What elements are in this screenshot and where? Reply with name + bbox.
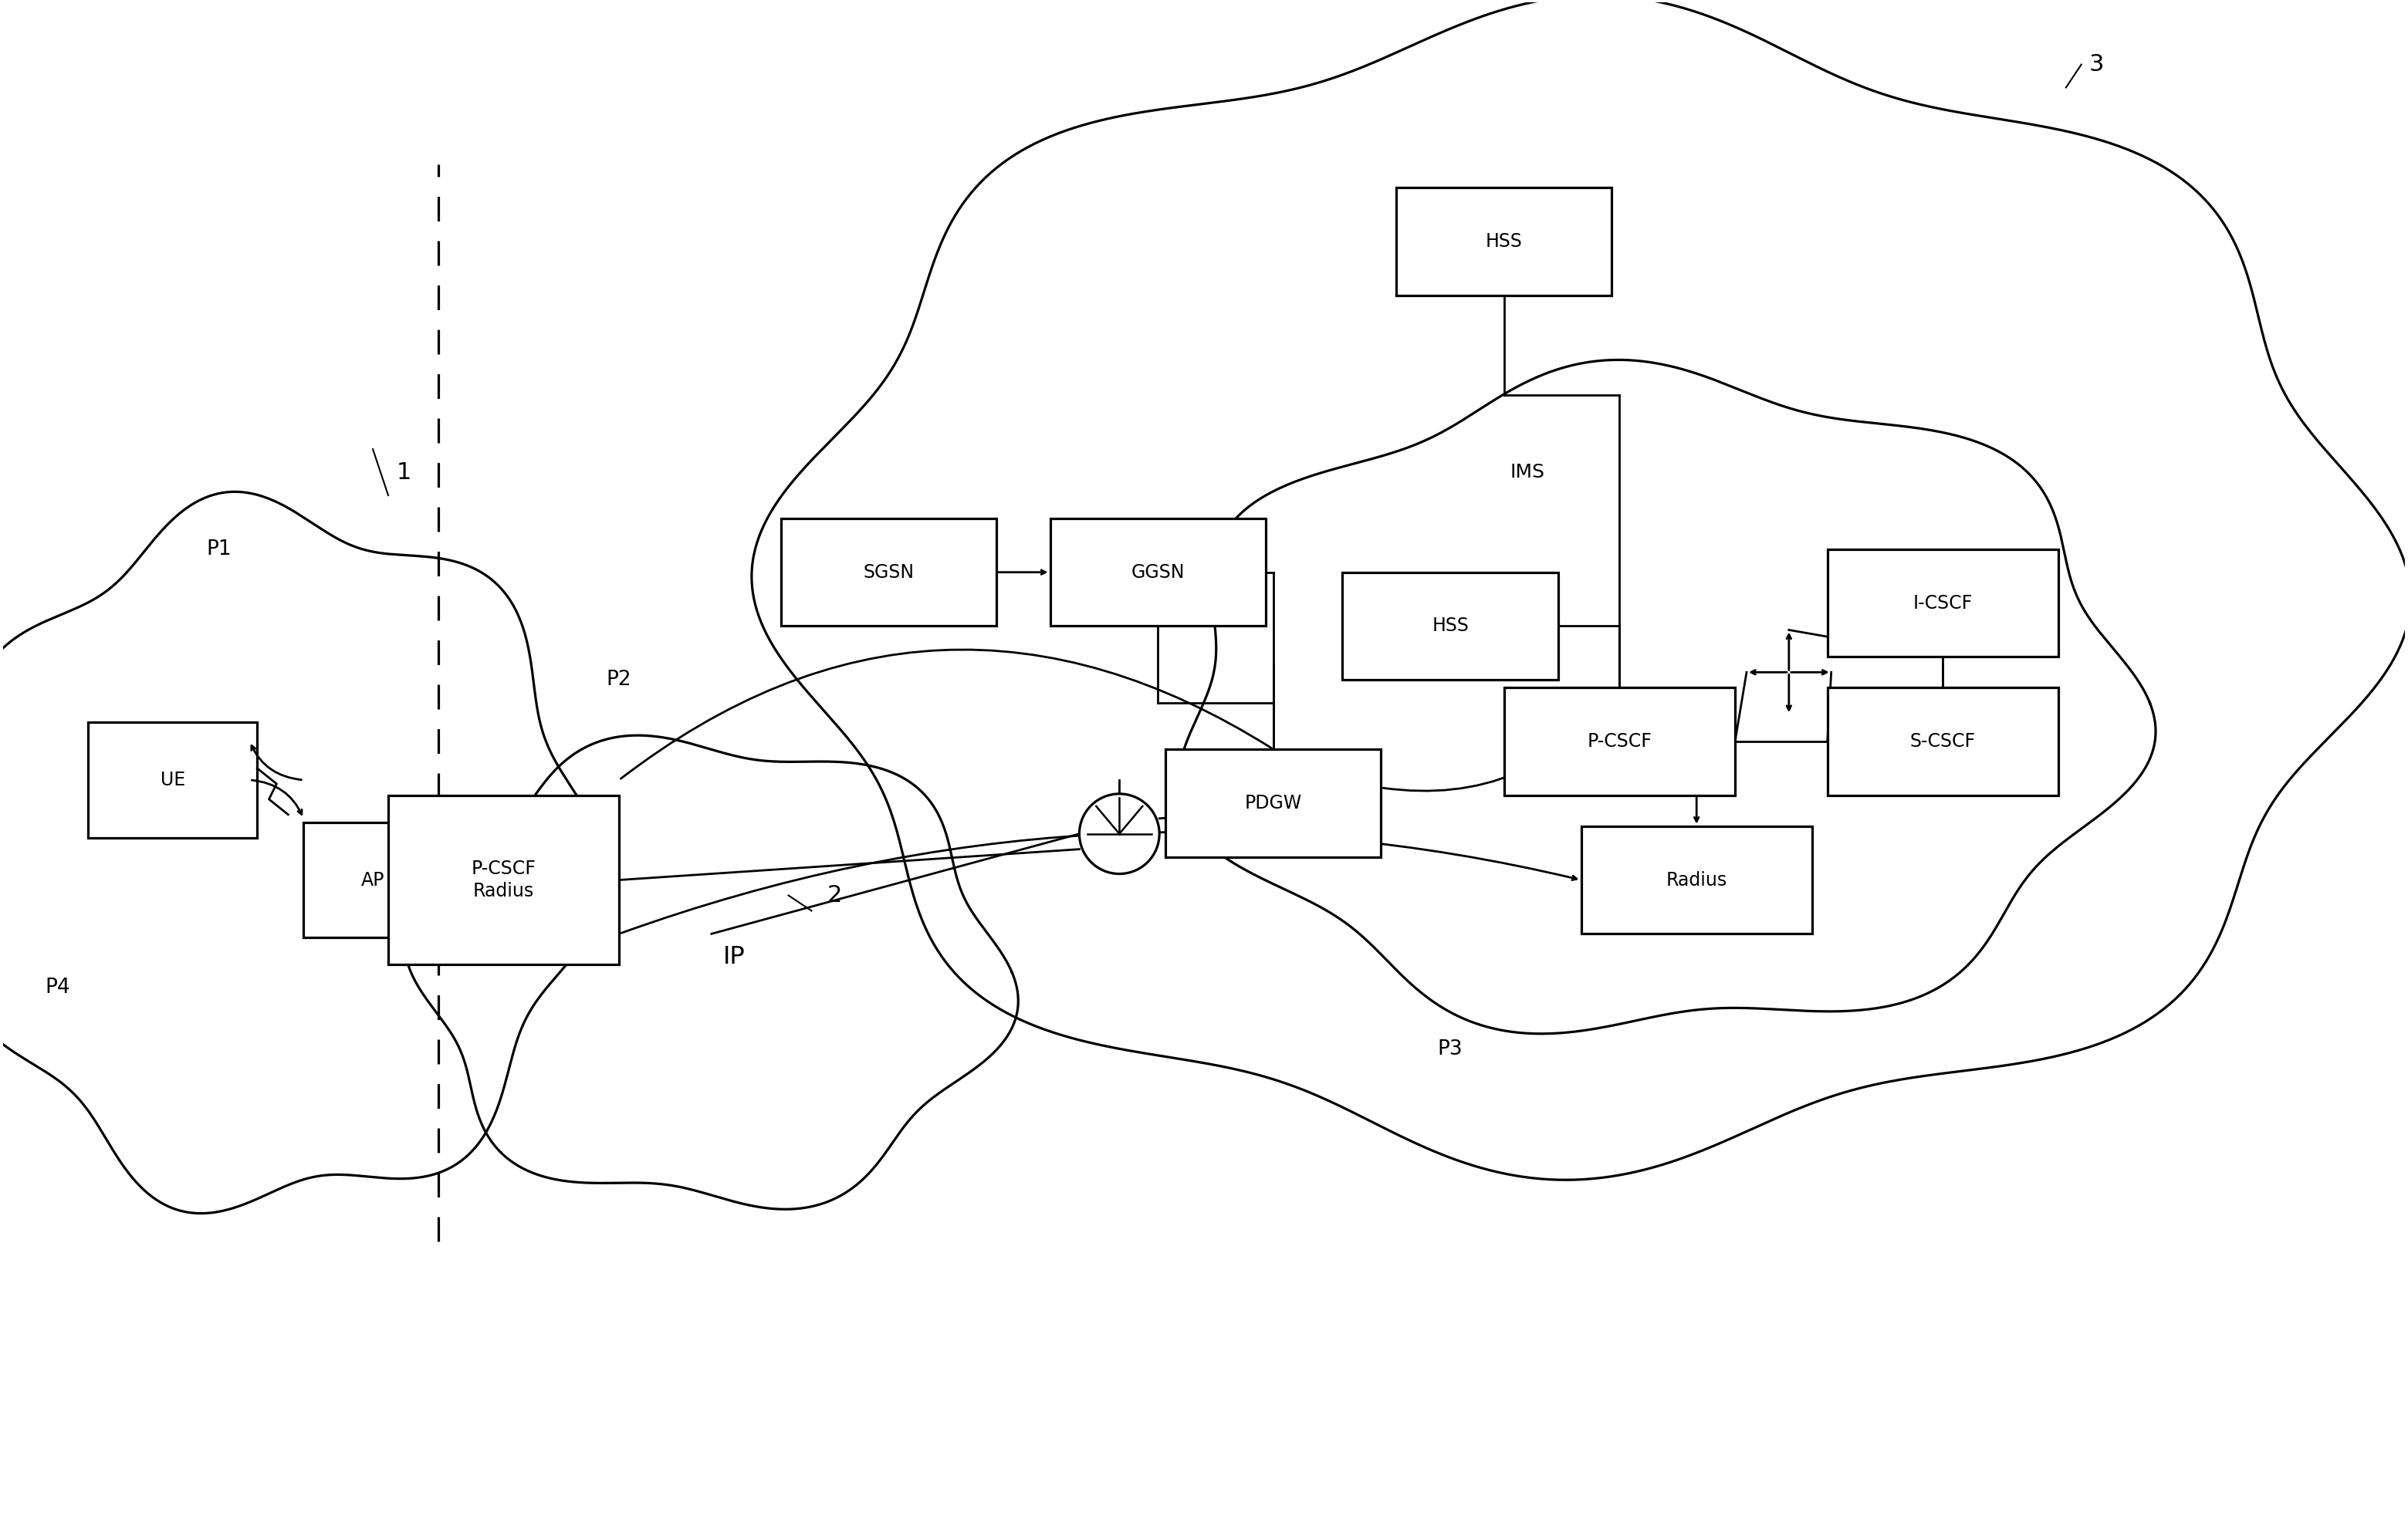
Text: P4: P4	[46, 977, 70, 997]
Bar	[1582, 826, 1811, 934]
Bar	[1344, 572, 1558, 679]
Bar	[303, 822, 443, 938]
Text: GGSN: GGSN	[1132, 563, 1185, 581]
Text: 3: 3	[2090, 53, 2105, 76]
Text: P1: P1	[207, 539, 231, 560]
Text: P-CSCF
Radius: P-CSCF Radius	[472, 859, 537, 900]
Polygon shape	[405, 735, 1019, 1209]
Circle shape	[1079, 794, 1158, 875]
Bar	[1828, 687, 2059, 796]
Text: P-CSCF: P-CSCF	[1587, 732, 1652, 750]
Text: I-CSCF: I-CSCF	[1912, 593, 1972, 613]
Text: HSS: HSS	[1433, 617, 1469, 635]
Text: PDGW: PDGW	[1245, 794, 1303, 812]
Text: P2: P2	[607, 670, 631, 690]
Text: HSS: HSS	[1486, 231, 1522, 251]
Text: Radius: Radius	[1666, 870, 1727, 890]
Bar	[1050, 519, 1267, 626]
Bar	[780, 519, 997, 626]
Text: P3: P3	[1438, 1039, 1464, 1059]
Bar	[1165, 749, 1382, 856]
Text: 1: 1	[397, 461, 412, 484]
Bar	[1505, 687, 1736, 796]
Text: 2: 2	[826, 884, 843, 906]
Bar	[1828, 549, 2059, 657]
Polygon shape	[751, 0, 2408, 1180]
Text: AP: AP	[361, 870, 385, 890]
Text: UE: UE	[161, 770, 185, 790]
Text: IMS: IMS	[1510, 463, 1544, 481]
Text: IP: IP	[722, 946, 746, 968]
Bar	[1397, 188, 1611, 295]
Text: S-CSCF: S-CSCF	[1910, 732, 1975, 750]
Bar	[388, 796, 619, 965]
Text: SGSN: SGSN	[862, 563, 915, 581]
Polygon shape	[1178, 360, 2155, 1033]
Polygon shape	[0, 492, 604, 1213]
Bar	[89, 722, 258, 838]
